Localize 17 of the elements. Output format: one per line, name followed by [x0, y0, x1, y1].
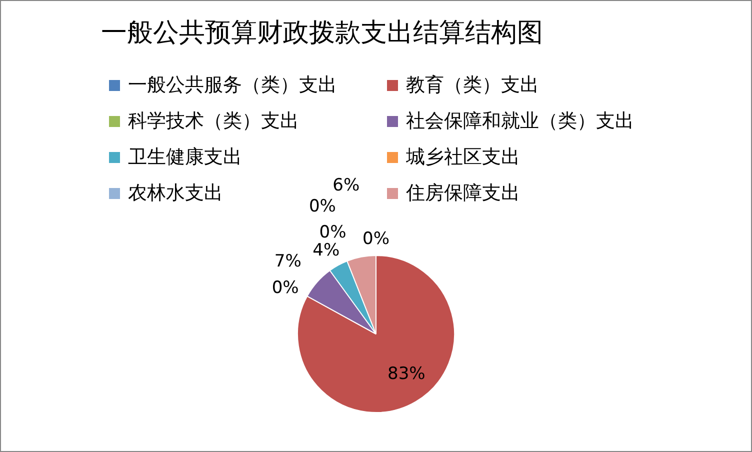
- data-label: 83%: [387, 364, 426, 384]
- legend-label: 一般公共服务（类）支出: [128, 73, 337, 98]
- text: 0%: [272, 278, 299, 298]
- data-label: 7%: [274, 252, 302, 272]
- legend-label: 城乡社区支出: [406, 145, 520, 170]
- text: 0%: [319, 222, 346, 243]
- text: 0%: [308, 196, 336, 217]
- legend-label: 社会保障和就业（类）支出: [406, 109, 634, 134]
- text: 0%: [362, 228, 390, 249]
- data-label: 6%: [332, 176, 360, 196]
- legend-label: 卫生健康支出: [128, 145, 242, 170]
- legend-label: 住房保障支出: [406, 181, 520, 206]
- chart-title: 一般公共预算财政拨款支出结算结构图: [101, 17, 543, 50]
- legend-label: 科学技术（类）支出: [128, 109, 299, 134]
- legend-label: 教育（类）支出: [406, 73, 539, 98]
- data-label: 4%: [312, 240, 340, 261]
- legend-label: 农林水支出: [128, 181, 223, 206]
